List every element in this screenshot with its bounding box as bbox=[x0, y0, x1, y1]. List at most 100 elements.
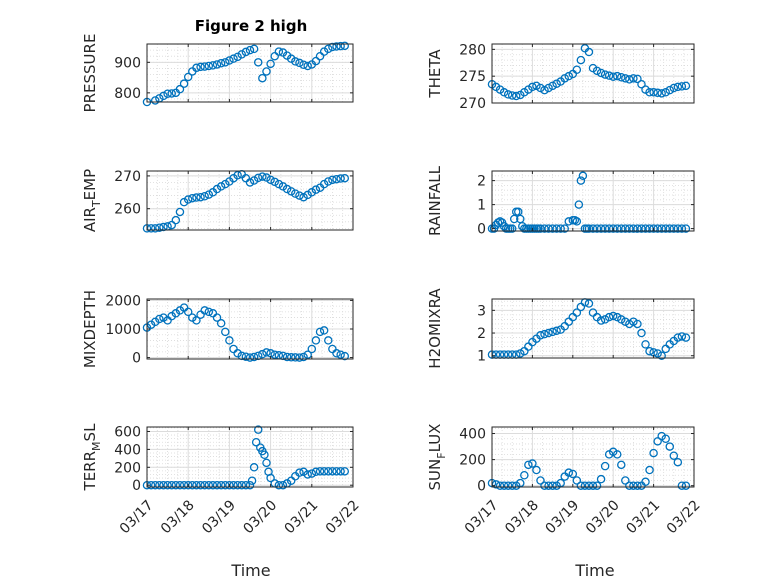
data-point bbox=[596, 68, 606, 78]
subplot-8: 03/17 03/18 03/19 03/20 03/21 03/22 0 200 400 SUN… bbox=[426, 424, 704, 538]
data-point bbox=[584, 481, 594, 490]
data-point bbox=[286, 187, 296, 196]
data-point bbox=[196, 192, 205, 202]
axes-box bbox=[146, 426, 354, 488]
subplot-5: 0 1000 2000 MIXDEPTH bbox=[81, 290, 354, 368]
x-tick-label: 03/18 bbox=[158, 497, 198, 537]
data-point bbox=[584, 47, 594, 57]
data-point bbox=[221, 327, 230, 337]
data-point bbox=[340, 41, 350, 51]
data-point bbox=[548, 327, 557, 337]
data-point bbox=[150, 224, 160, 233]
data-point bbox=[192, 316, 201, 325]
data-point bbox=[216, 319, 226, 328]
data-point bbox=[665, 85, 675, 95]
data-point bbox=[677, 332, 687, 341]
subplot-3: 260 270 AIRTEMP bbox=[81, 169, 354, 233]
data-point bbox=[270, 350, 279, 359]
data-point bbox=[548, 224, 557, 233]
x-axis-label-right: Time bbox=[574, 561, 614, 580]
data-point bbox=[536, 476, 545, 485]
data-point bbox=[155, 314, 164, 324]
data-point bbox=[328, 42, 337, 52]
y-tick-label: 900 bbox=[114, 55, 141, 71]
data-point bbox=[645, 346, 654, 356]
data-point bbox=[596, 224, 606, 233]
data-point bbox=[657, 89, 666, 98]
data-point bbox=[572, 65, 582, 74]
data-point bbox=[665, 442, 675, 451]
data-point bbox=[336, 350, 345, 359]
data-point bbox=[340, 173, 350, 183]
data-point bbox=[608, 311, 618, 321]
y-tick-label: 2000 bbox=[105, 293, 141, 309]
data-point bbox=[192, 193, 201, 202]
data-point bbox=[637, 224, 646, 233]
data-point bbox=[204, 307, 214, 317]
data-point bbox=[204, 190, 214, 199]
data-point bbox=[319, 326, 329, 335]
data-point bbox=[507, 91, 517, 100]
data-point bbox=[200, 191, 209, 201]
data-point bbox=[612, 450, 622, 459]
data-point bbox=[311, 185, 321, 194]
y-tick-label: 270 bbox=[459, 96, 486, 112]
data-point bbox=[208, 480, 218, 490]
y-tick-label: 200 bbox=[459, 453, 486, 469]
data-point bbox=[332, 42, 341, 51]
data-point bbox=[552, 79, 561, 88]
data-point bbox=[167, 220, 176, 230]
data-point bbox=[225, 480, 234, 490]
data-point bbox=[200, 306, 209, 315]
data-point bbox=[564, 468, 574, 477]
data-point bbox=[249, 352, 259, 362]
axes-box bbox=[491, 298, 695, 359]
data-point bbox=[183, 480, 193, 490]
data-point bbox=[188, 193, 197, 203]
data-point bbox=[564, 71, 574, 81]
data-point bbox=[511, 91, 521, 101]
data-point bbox=[608, 72, 618, 81]
data-point bbox=[637, 79, 646, 89]
data-point bbox=[266, 473, 275, 483]
data-point bbox=[544, 83, 553, 93]
data-point bbox=[216, 182, 226, 191]
data-point bbox=[625, 75, 634, 84]
data-point bbox=[299, 352, 308, 362]
data-point bbox=[192, 63, 201, 73]
data-point bbox=[324, 336, 333, 345]
data-point bbox=[324, 467, 333, 476]
data-point bbox=[548, 81, 557, 91]
data-point bbox=[258, 349, 267, 359]
data-point bbox=[266, 175, 275, 185]
data-point bbox=[584, 299, 594, 308]
data-point bbox=[328, 175, 337, 185]
data-point bbox=[336, 174, 345, 183]
y-axis-label: H2OMIXRA bbox=[426, 288, 444, 369]
data-point bbox=[183, 72, 193, 82]
data-point bbox=[163, 480, 172, 490]
data-point bbox=[155, 480, 164, 490]
data-point bbox=[645, 465, 654, 475]
data-point bbox=[633, 481, 642, 490]
data-point bbox=[171, 215, 181, 225]
data-point bbox=[208, 61, 218, 70]
x-tick-label: 03/19 bbox=[543, 497, 583, 537]
data-point bbox=[596, 316, 606, 325]
data-point bbox=[621, 74, 630, 83]
data-point bbox=[245, 45, 255, 55]
data-point bbox=[340, 351, 350, 361]
data-point bbox=[516, 349, 525, 358]
data-point bbox=[596, 474, 606, 484]
data-point bbox=[649, 448, 658, 458]
data-point bbox=[528, 459, 537, 468]
data-point bbox=[241, 480, 251, 490]
data-point bbox=[196, 480, 205, 490]
data-point bbox=[532, 81, 541, 91]
data-point bbox=[681, 81, 691, 91]
data-point bbox=[657, 351, 666, 360]
data-point bbox=[295, 468, 304, 477]
y-tick-label: 0 bbox=[132, 478, 141, 494]
data-point bbox=[612, 312, 622, 322]
